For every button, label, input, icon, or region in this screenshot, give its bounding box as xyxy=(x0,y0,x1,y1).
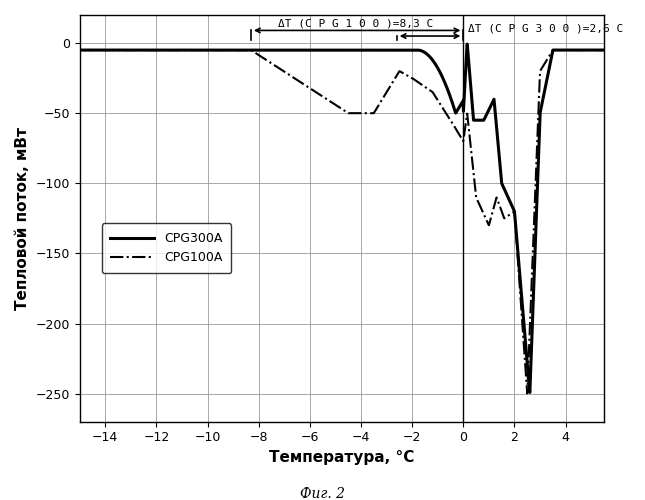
CPG100A xyxy=(590,47,598,53)
CPG300A xyxy=(533,178,541,184)
CPG300A xyxy=(166,47,174,53)
Y-axis label: Тепловой поток, мВт: Тепловой поток, мВт xyxy=(15,127,30,310)
CPG100A xyxy=(533,136,541,141)
CPG100A xyxy=(299,81,307,87)
CPG300A xyxy=(590,47,598,53)
CPG300A xyxy=(526,390,533,396)
Text: ΔT (C P G 3 0 0 )=2,6 C: ΔT (C P G 3 0 0 )=2,6 C xyxy=(468,24,624,34)
Line: CPG100A: CPG100A xyxy=(79,50,604,394)
CPG300A xyxy=(75,47,83,53)
CPG300A xyxy=(135,47,143,53)
Legend: CPG300A, CPG100A: CPG300A, CPG100A xyxy=(102,224,232,273)
CPG100A xyxy=(75,47,83,53)
CPG300A xyxy=(463,41,471,47)
CPG100A xyxy=(523,390,531,396)
CPG100A xyxy=(135,47,143,53)
CPG300A xyxy=(277,47,284,53)
Line: CPG300A: CPG300A xyxy=(79,44,604,393)
Text: ΔT (C P G 1 0 0 )=8,3 C: ΔT (C P G 1 0 0 )=8,3 C xyxy=(278,18,433,28)
X-axis label: Температура, °C: Температура, °C xyxy=(269,450,415,465)
CPG100A xyxy=(166,47,174,53)
CPG300A xyxy=(299,47,307,53)
CPG300A xyxy=(600,47,608,53)
CPG100A xyxy=(600,47,608,53)
CPG100A xyxy=(277,66,284,72)
Text: Фиг. 2: Фиг. 2 xyxy=(300,486,345,500)
